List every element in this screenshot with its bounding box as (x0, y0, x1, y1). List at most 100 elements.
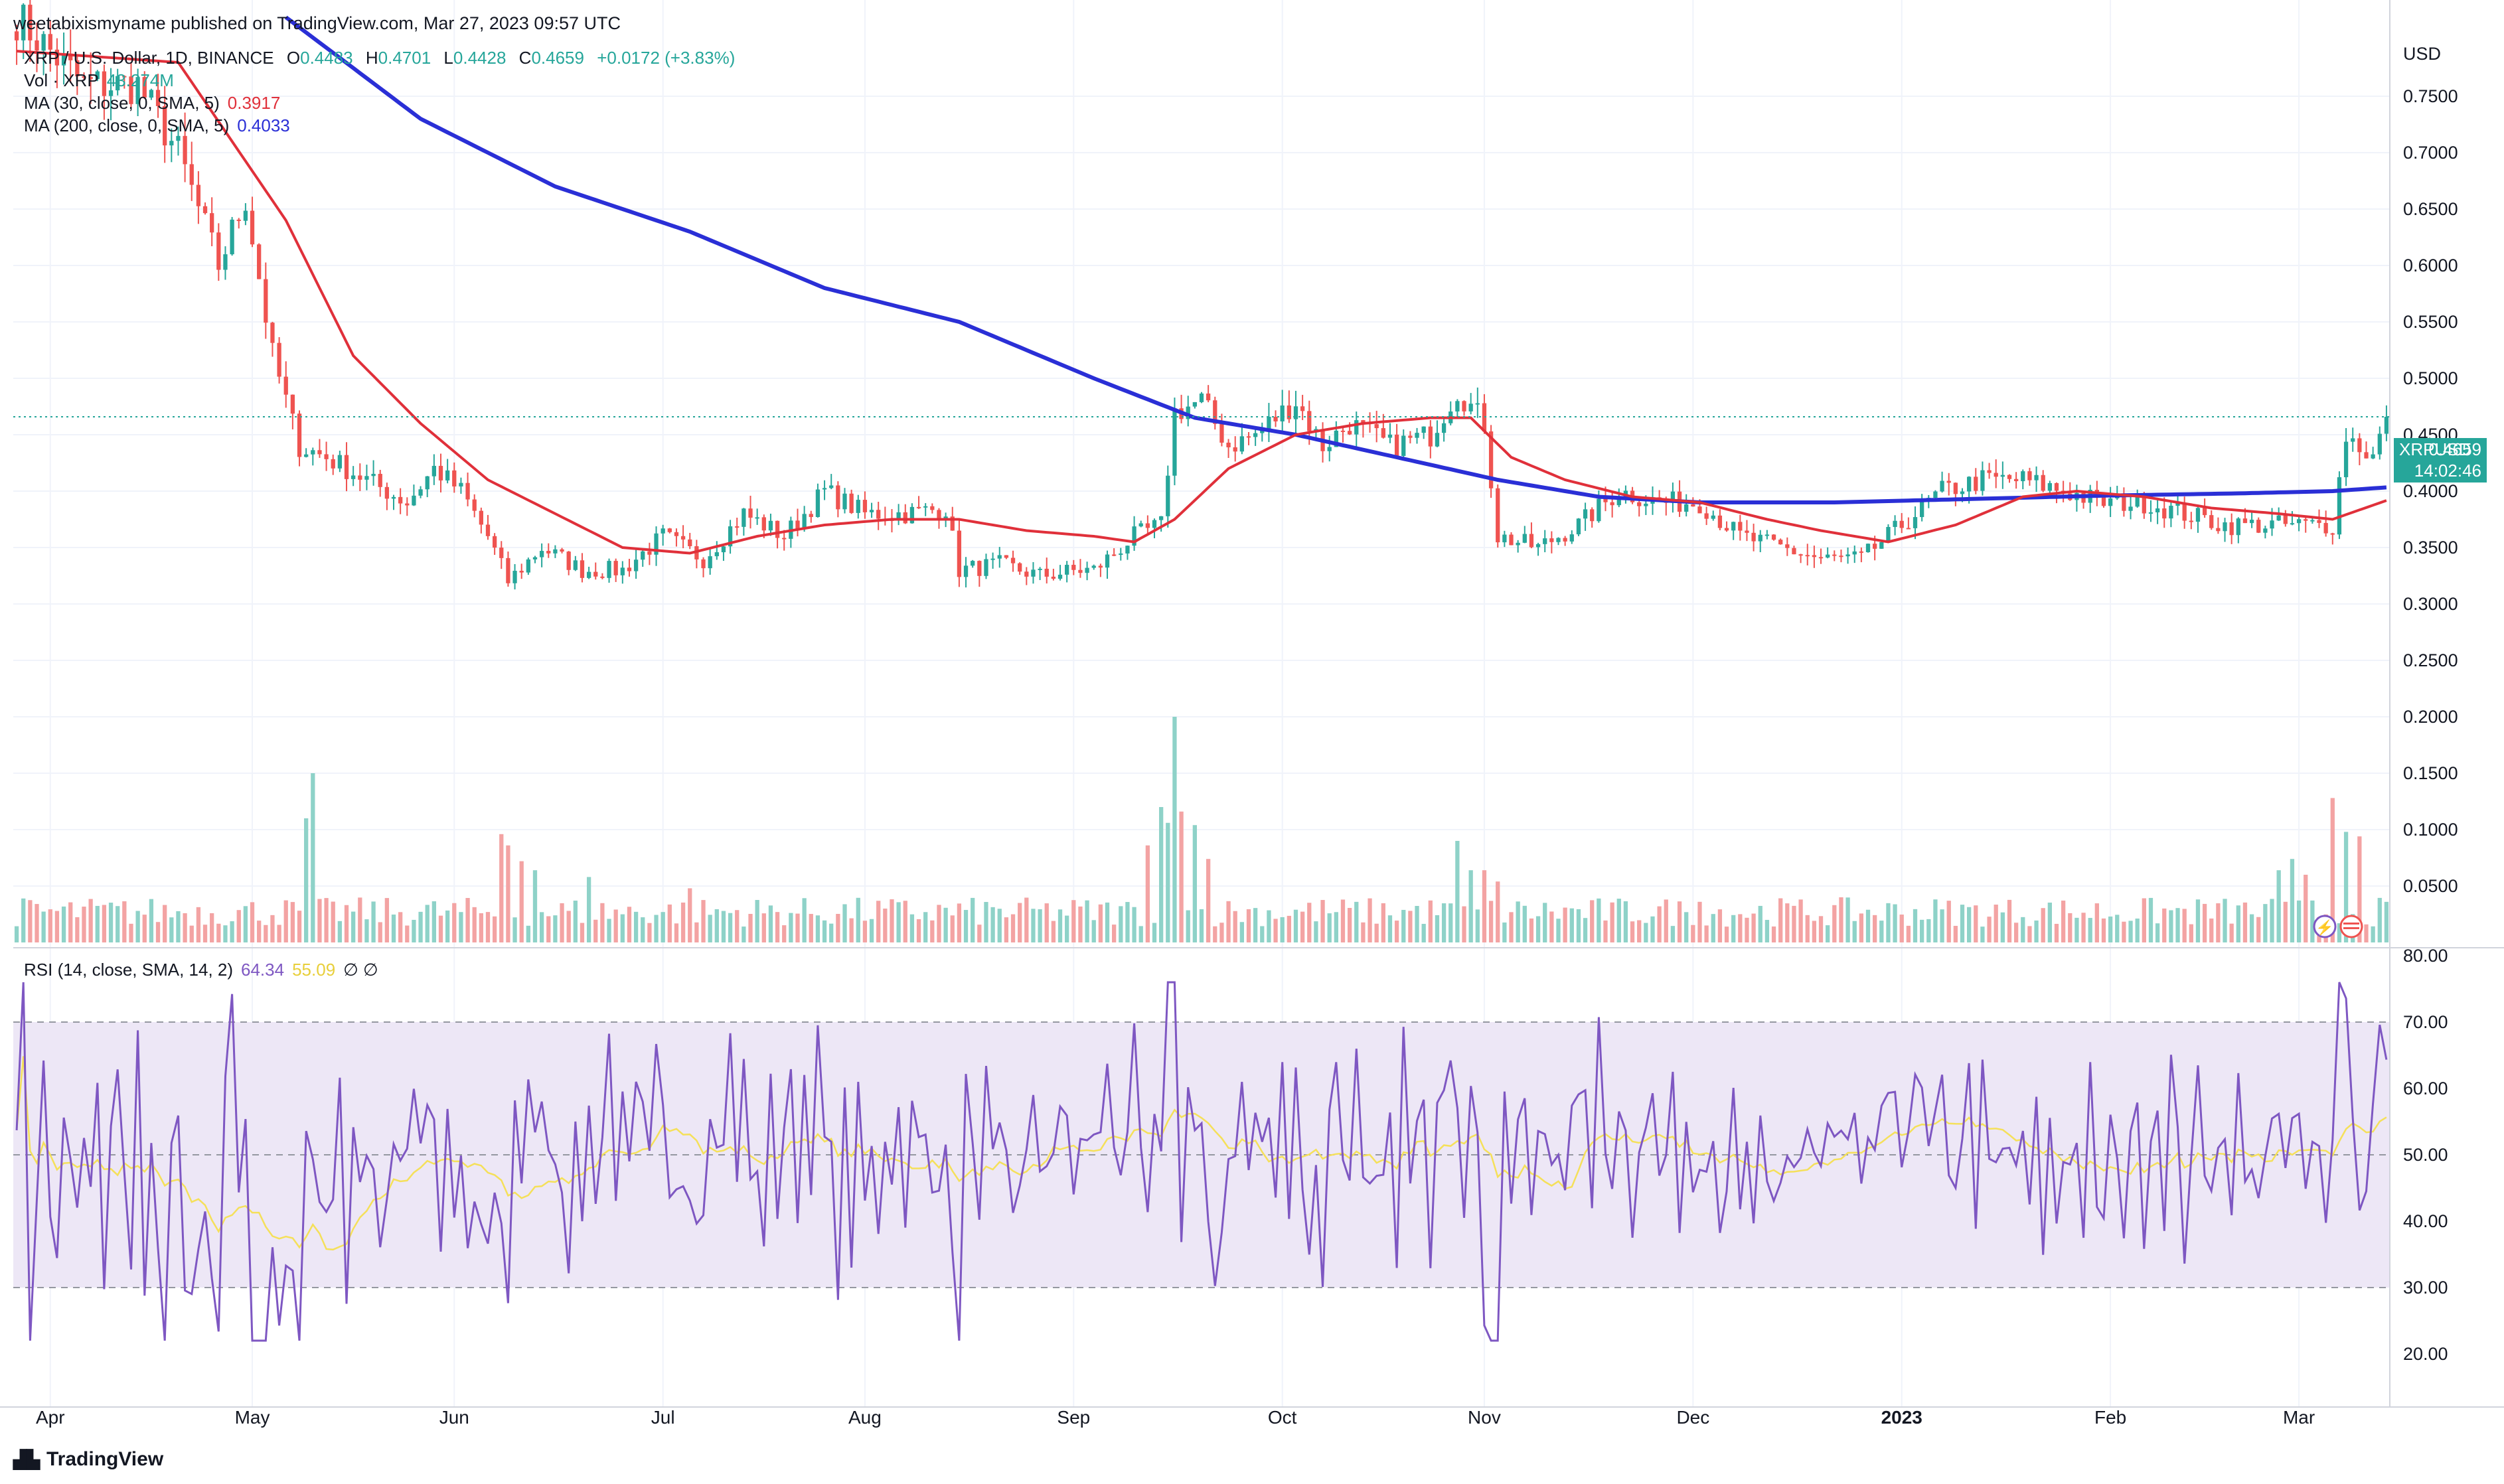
candle-body (1267, 416, 1271, 429)
volume-bar (41, 911, 46, 942)
candle-body (304, 454, 309, 457)
candle-body (2122, 494, 2126, 511)
volume-bar (48, 909, 52, 942)
candle-body (849, 493, 854, 513)
candle-body (1886, 527, 1891, 542)
us-flag-icon[interactable] (2339, 915, 2363, 938)
volume-bar (1590, 900, 1595, 942)
candle-body (129, 76, 133, 104)
volume-bar (1893, 904, 1897, 942)
rsi-legend[interactable]: RSI (14, close, SMA, 14, 2) 64.34 55.09 ∅ ∅ (24, 960, 386, 980)
candle-body (116, 76, 120, 91)
flag-icons[interactable]: ⚡ (2313, 915, 2363, 938)
volume-bar (990, 907, 995, 942)
volume-bar (210, 913, 214, 942)
volume-bar (1354, 901, 1359, 942)
candle-body (216, 232, 221, 270)
volume-bar (768, 905, 773, 942)
volume-bar (708, 915, 712, 942)
us-flag-stripe (2343, 923, 2359, 925)
countdown-text: 14:02:46 (2414, 461, 2481, 481)
volume-bar (1839, 897, 1843, 942)
rsi-tick-label: 70.00 (2403, 1012, 2448, 1032)
candle-body (815, 489, 821, 518)
volume-bar (1920, 919, 1924, 942)
volume-bar (862, 921, 868, 942)
candle-body (680, 536, 686, 540)
price-tick-label: 0.6000 (2403, 256, 2458, 275)
candle-body (202, 206, 208, 214)
candle-body (1004, 555, 1009, 558)
volume-bar (1488, 901, 1494, 942)
volume-bar (236, 910, 241, 942)
candle-body (1192, 402, 1198, 407)
volume-bar (836, 913, 840, 942)
rsi-sma-line (15, 1056, 2387, 1251)
candle-body (1980, 470, 1985, 491)
volume-bar (2122, 921, 2126, 942)
candle-body (943, 516, 948, 520)
candle-body (856, 500, 860, 513)
volume-bar (1899, 915, 1904, 942)
high-label: H (365, 48, 378, 68)
candle-body (2283, 515, 2288, 524)
volume-bar (633, 911, 639, 942)
volume-bar (984, 902, 988, 942)
volume-bar (526, 925, 530, 942)
volume-bar (1704, 925, 1709, 942)
volume-bar (2283, 901, 2288, 942)
volume-bar (1940, 909, 1944, 942)
tradingview-logo[interactable]: ▟▙ TradingView (13, 1448, 163, 1471)
candle-body (88, 77, 93, 80)
candle-body (1644, 503, 1648, 506)
candle-body (1340, 430, 1346, 432)
candle-body (526, 559, 530, 573)
candle-body (593, 571, 598, 577)
volume-bar (479, 913, 483, 942)
candle-body (1138, 523, 1143, 527)
volume-bar (506, 845, 510, 942)
ma30-legend[interactable]: MA (30, close, 0, SMA, 5) 0.3917 (24, 93, 288, 113)
candle-body (2317, 520, 2321, 523)
volume-bar (2256, 917, 2261, 942)
candle-body (1583, 509, 1588, 519)
candle-body (1428, 426, 1433, 447)
candle-body (1549, 538, 1554, 542)
candle-body (539, 551, 544, 557)
candle-body (1953, 482, 1958, 494)
volume-bar (1630, 921, 1635, 942)
candle-body (257, 244, 262, 279)
candle-body (2182, 503, 2187, 521)
candle-body (2377, 433, 2382, 455)
candle-body (465, 482, 470, 500)
volume-bar (1206, 859, 1211, 942)
candle-body (21, 5, 26, 40)
symbol-legend[interactable]: XRP / U.S. Dollar, 1D, BINANCE O0.4483 H… (24, 48, 743, 68)
volume-bar (1219, 923, 1224, 942)
time-tick-label: Apr (36, 1407, 65, 1428)
candle-body (2229, 522, 2234, 536)
volume-bar (1119, 906, 1123, 942)
candle-body (1576, 518, 1581, 535)
open-label: O (286, 48, 301, 68)
volume-bar (290, 902, 295, 942)
candle-body (2337, 477, 2342, 535)
volume-bar (230, 921, 234, 942)
candle-body (909, 506, 915, 524)
volume-bar (2276, 870, 2281, 942)
volume-bar (977, 925, 982, 942)
volume-bar (223, 925, 228, 942)
ma200-legend[interactable]: MA (200, close, 0, SMA, 5) 0.4033 (24, 115, 298, 136)
volume-bar (1132, 907, 1136, 942)
volume-bar (1387, 915, 1393, 942)
candle-body (371, 473, 376, 477)
price-tag-symbol: XRPUSD (2394, 438, 2487, 461)
candle-body (270, 323, 275, 343)
lightning-icon[interactable] (2313, 915, 2337, 938)
candle-body (775, 520, 780, 538)
volume-legend[interactable]: Vol · XRP 43.274M (24, 70, 182, 91)
candle-body (1172, 408, 1177, 476)
volume-bar (1415, 906, 1419, 942)
candle-body (384, 486, 390, 499)
